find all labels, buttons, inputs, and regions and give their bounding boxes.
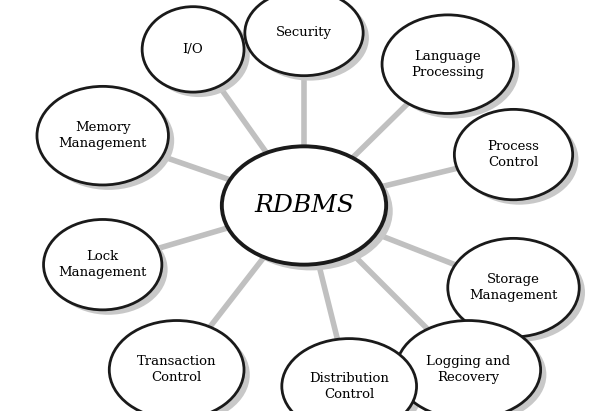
Text: Lock
Management: Lock Management [58, 250, 147, 279]
Ellipse shape [245, 0, 363, 76]
Text: Memory
Management: Memory Management [58, 121, 147, 150]
Text: Process
Control: Process Control [488, 140, 539, 169]
Ellipse shape [288, 344, 423, 411]
Ellipse shape [396, 321, 541, 411]
Ellipse shape [402, 326, 547, 411]
Ellipse shape [454, 243, 585, 342]
Ellipse shape [388, 20, 519, 118]
Ellipse shape [109, 321, 244, 411]
Ellipse shape [222, 146, 386, 265]
Ellipse shape [142, 7, 244, 92]
Text: Logging and
Recovery: Logging and Recovery [426, 356, 510, 384]
Ellipse shape [49, 224, 168, 315]
Text: Security: Security [276, 26, 332, 39]
Text: RDBMS: RDBMS [254, 194, 354, 217]
Ellipse shape [454, 109, 573, 200]
Text: Transaction
Control: Transaction Control [137, 356, 216, 384]
Text: I/O: I/O [183, 43, 204, 56]
Ellipse shape [37, 86, 168, 185]
Ellipse shape [447, 238, 579, 337]
Ellipse shape [460, 114, 578, 205]
Text: Storage
Management: Storage Management [469, 273, 558, 302]
Ellipse shape [250, 0, 369, 81]
Ellipse shape [148, 12, 250, 97]
Text: Language
Processing: Language Processing [411, 50, 485, 79]
Ellipse shape [43, 91, 174, 190]
Ellipse shape [282, 339, 416, 411]
Text: Distribution
Control: Distribution Control [309, 372, 389, 401]
Ellipse shape [229, 152, 393, 270]
Ellipse shape [115, 326, 250, 411]
Ellipse shape [44, 219, 162, 310]
Ellipse shape [382, 15, 514, 113]
